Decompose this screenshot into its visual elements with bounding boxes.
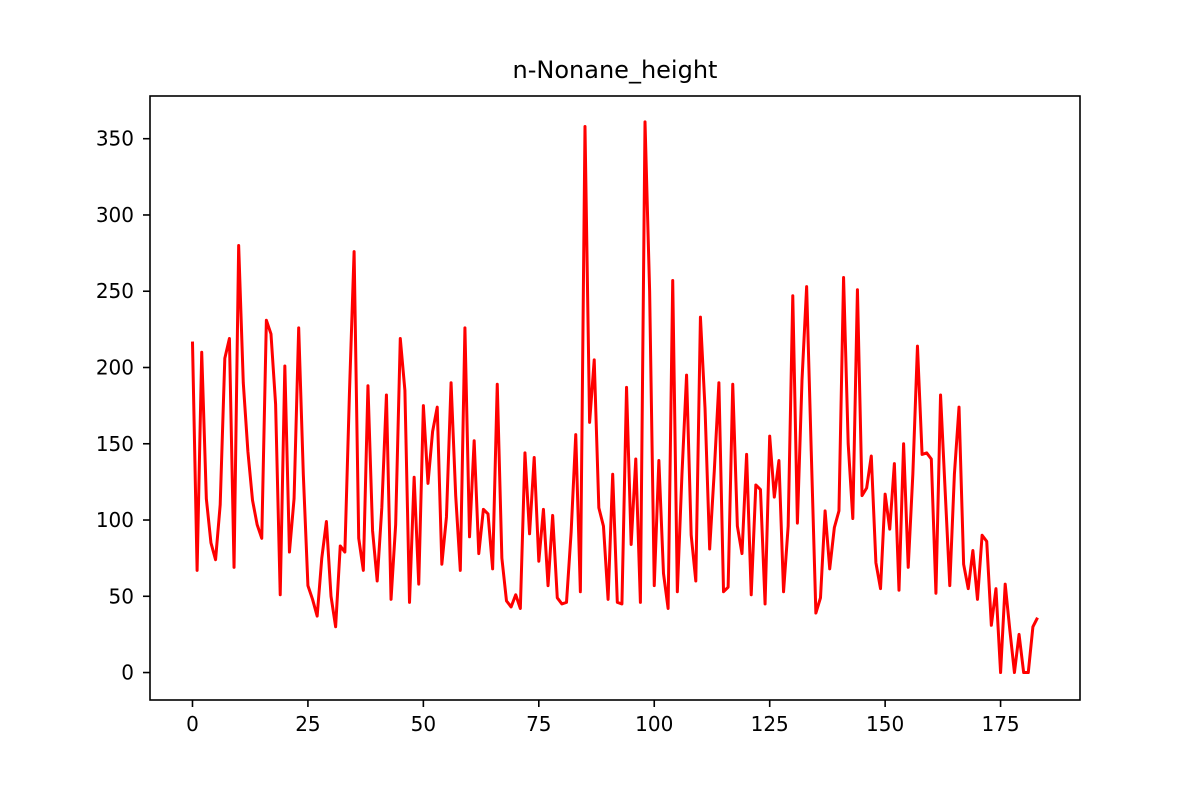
x-axis: 0 25 50 75 100 125 150 175 <box>186 700 1020 736</box>
x-tick-label: 150 <box>866 712 904 736</box>
y-tick-label: 0 <box>121 661 134 685</box>
x-tick-label: 175 <box>981 712 1019 736</box>
y-tick-label: 250 <box>96 279 134 303</box>
series-layer <box>190 120 1039 675</box>
x-tick-label: 50 <box>411 712 436 736</box>
x-tick-label: 0 <box>186 712 199 736</box>
chart-title: n-Nonane_height <box>513 56 718 84</box>
x-tick-label: 75 <box>526 712 551 736</box>
y-tick-label: 200 <box>96 355 134 379</box>
x-tick-label: 125 <box>751 712 789 736</box>
y-tick-label: 50 <box>109 584 134 608</box>
y-tick-label: 150 <box>96 432 134 456</box>
y-tick-label: 300 <box>96 203 134 227</box>
y-tick-label: 100 <box>96 508 134 532</box>
x-tick-label: 100 <box>635 712 673 736</box>
plot-area-frame <box>149 95 1081 701</box>
x-tick-label: 25 <box>295 712 320 736</box>
series-line-0 <box>190 120 1039 675</box>
y-tick-label: 350 <box>96 127 134 151</box>
y-axis: 0 50 100 150 200 250 300 350 <box>96 127 150 685</box>
